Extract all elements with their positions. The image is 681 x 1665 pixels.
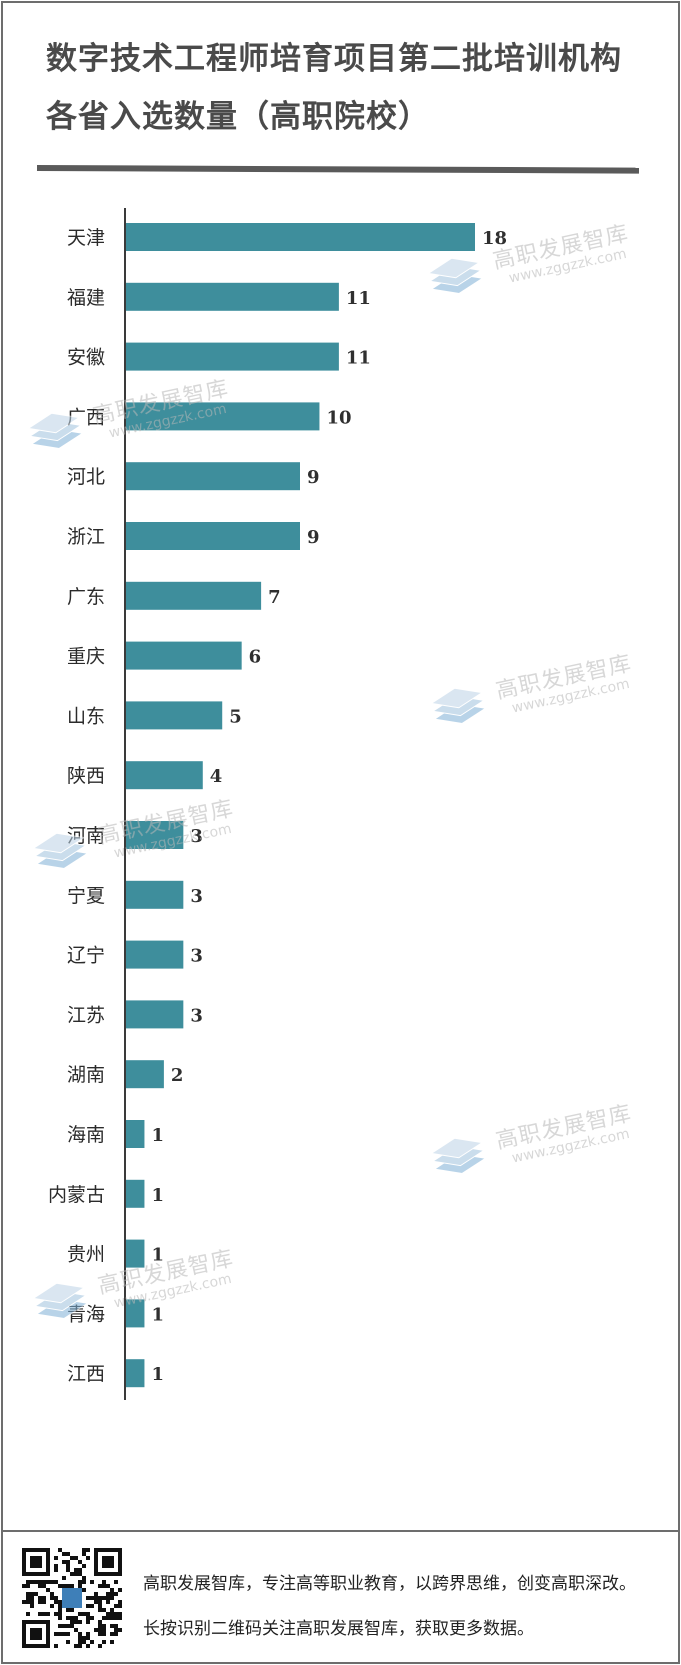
- bar: [125, 1299, 145, 1328]
- footer-slogan: 高职发展智库，专注高等职业教育，以跨界思维，创变高职深改。: [143, 1574, 636, 1594]
- footer-instruction: 长按识别二维码关注高职发展智库，获取更多数据。: [143, 1619, 534, 1639]
- category-label: 广东: [67, 586, 105, 608]
- value-label: 1: [151, 1125, 164, 1146]
- title-line-1: 数字技术工程师培育项目第二批培训机构: [46, 41, 622, 77]
- bar: [125, 1179, 145, 1208]
- category-label: 天津: [67, 227, 105, 249]
- category-label: 海南: [67, 1124, 105, 1146]
- bar: [125, 1359, 145, 1388]
- category-label: 江西: [67, 1363, 105, 1385]
- category-label: 宁夏: [67, 885, 105, 907]
- value-label: 1: [151, 1364, 164, 1385]
- value-label: 9: [307, 527, 320, 548]
- bar: [125, 342, 339, 371]
- value-label: 5: [229, 706, 242, 727]
- category-label: 辽宁: [67, 945, 105, 967]
- bar: [125, 522, 300, 550]
- value-label: 7: [268, 587, 281, 608]
- category-label: 湖南: [67, 1064, 105, 1086]
- value-label: 3: [190, 886, 203, 907]
- bar: [125, 880, 184, 909]
- value-label: 1: [151, 1304, 164, 1325]
- category-label: 山东: [67, 705, 105, 727]
- bar: [125, 402, 320, 431]
- value-label: 3: [190, 826, 203, 847]
- footer-divider: [3, 1530, 678, 1532]
- category-label: 青海: [67, 1303, 105, 1325]
- bar: [125, 1000, 184, 1029]
- category-label: 安徽: [67, 347, 105, 369]
- bar: [125, 282, 339, 311]
- category-label: 重庆: [67, 646, 105, 668]
- value-label: 6: [249, 647, 262, 668]
- value-label: 1: [151, 1245, 164, 1266]
- category-label: 江苏: [67, 1004, 105, 1026]
- bar: [125, 761, 203, 790]
- category-label: 浙江: [67, 526, 105, 548]
- value-label: 10: [326, 407, 351, 428]
- bar: [125, 821, 184, 849]
- bar: [125, 1120, 145, 1148]
- bar: [125, 641, 242, 670]
- value-label: 9: [307, 467, 320, 488]
- category-label: 河南: [67, 825, 105, 847]
- value-label: 11: [346, 348, 371, 369]
- value-label: 18: [482, 228, 507, 249]
- value-label: 11: [346, 288, 371, 309]
- bar: [125, 581, 262, 610]
- category-label: 广西: [67, 406, 105, 428]
- qr-code-icon[interactable]: [22, 1548, 122, 1648]
- category-label: 河北: [67, 466, 105, 488]
- category-label: 内蒙古: [48, 1184, 105, 1206]
- bar: [125, 1239, 145, 1268]
- category-label: 陕西: [67, 765, 105, 787]
- value-label: 1: [151, 1185, 164, 1206]
- category-label: 福建: [67, 287, 105, 309]
- bar: [125, 223, 475, 251]
- value-label: 3: [190, 946, 203, 967]
- category-label: 贵州: [67, 1244, 105, 1266]
- value-label: 4: [210, 766, 223, 787]
- bar: [125, 701, 223, 730]
- value-label: 3: [190, 1005, 203, 1026]
- chart-title: 数字技术工程师培育项目第二批培训机构 各省入选数量（高职院校）: [46, 30, 646, 146]
- bar: [125, 940, 184, 969]
- bar: [125, 462, 300, 491]
- value-label: 2: [171, 1065, 184, 1086]
- title-line-2: 各省入选数量（高职院校）: [46, 99, 430, 135]
- bar: [125, 1060, 164, 1089]
